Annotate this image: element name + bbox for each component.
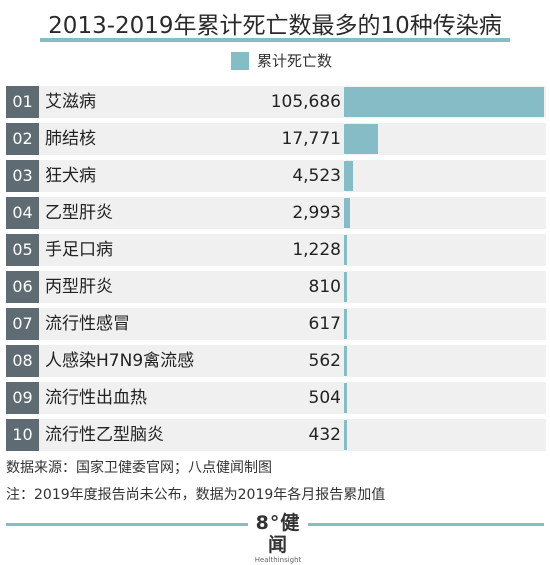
rank-badge: 04 bbox=[6, 197, 39, 229]
chart-title: 2013-2019年累计死亡数最多的10种传染病 bbox=[48, 13, 502, 39]
bar bbox=[344, 420, 347, 450]
footnote-text: 注：2019年度报告尚未公布，数据为2019年各月报告累加值 bbox=[6, 487, 386, 503]
category-label: 丙型肝炎 bbox=[45, 277, 113, 297]
title-underline bbox=[40, 38, 510, 42]
value-label: 504 bbox=[308, 388, 341, 408]
value-label: 432 bbox=[308, 425, 341, 445]
bar bbox=[344, 309, 347, 339]
value-label: 4,523 bbox=[292, 166, 341, 186]
value-label: 562 bbox=[308, 351, 341, 371]
category-label: 流行性出血热 bbox=[45, 388, 147, 408]
rank-badge: 09 bbox=[6, 382, 39, 414]
bar bbox=[344, 272, 347, 302]
category-label: 肺结核 bbox=[45, 129, 96, 149]
chart-row: 02 肺结核 17,771 bbox=[6, 123, 546, 155]
category-label: 乙型肝炎 bbox=[45, 203, 113, 223]
legend-label: 累计死亡数 bbox=[257, 52, 333, 70]
value-label: 1,228 bbox=[292, 240, 341, 260]
value-label: 2,993 bbox=[292, 203, 341, 223]
logo-sub-text: Healthinsight bbox=[254, 556, 302, 564]
rank-badge: 07 bbox=[6, 308, 39, 340]
value-label: 17,771 bbox=[281, 129, 341, 149]
rank-badge: 06 bbox=[6, 271, 39, 303]
chart-row: 10 流行性乙型脑炎 432 bbox=[6, 419, 546, 451]
rank-badge: 01 bbox=[6, 86, 39, 118]
bar bbox=[344, 235, 347, 265]
bar bbox=[344, 346, 347, 376]
chart-row: 08 人感染H7N9禽流感 562 bbox=[6, 345, 546, 377]
value-label: 105,686 bbox=[270, 92, 341, 112]
healthinsight-logo: 8°健闻 Healthinsight bbox=[248, 512, 308, 564]
rank-badge: 05 bbox=[6, 234, 39, 266]
category-label: 人感染H7N9禽流感 bbox=[45, 351, 195, 371]
chart-row: 05 手足口病 1,228 bbox=[6, 234, 546, 266]
bar bbox=[344, 198, 350, 228]
rank-badge: 08 bbox=[6, 345, 39, 377]
rank-badge: 10 bbox=[6, 419, 39, 451]
chart-row: 03 狂犬病 4,523 bbox=[6, 160, 546, 192]
category-label: 流行性乙型脑炎 bbox=[45, 425, 164, 445]
rank-badge: 03 bbox=[6, 160, 39, 192]
chart-row: 04 乙型肝炎 2,993 bbox=[6, 197, 546, 229]
bar bbox=[344, 383, 347, 413]
value-label: 810 bbox=[308, 277, 341, 297]
category-label: 艾滋病 bbox=[45, 92, 96, 112]
category-label: 手足口病 bbox=[45, 240, 113, 260]
chart-row: 06 丙型肝炎 810 bbox=[6, 271, 546, 303]
legend-swatch bbox=[231, 51, 249, 70]
chart-row: 07 流行性感冒 617 bbox=[6, 308, 546, 340]
category-label: 流行性感冒 bbox=[45, 314, 130, 334]
category-label: 狂犬病 bbox=[45, 166, 96, 186]
logo-main-text: 8°健闻 bbox=[255, 512, 301, 556]
chart-row: 09 流行性出血热 504 bbox=[6, 382, 546, 414]
value-label: 617 bbox=[308, 314, 341, 334]
data-source-text: 数据来源：国家卫健委官网；八点健闻制图 bbox=[6, 460, 272, 476]
chart-row: 01 艾滋病 105,686 bbox=[6, 86, 546, 118]
bar bbox=[344, 87, 544, 117]
bar bbox=[344, 161, 353, 191]
rank-badge: 02 bbox=[6, 123, 39, 155]
legend: 累计死亡数 bbox=[231, 50, 332, 71]
bar bbox=[344, 124, 378, 154]
